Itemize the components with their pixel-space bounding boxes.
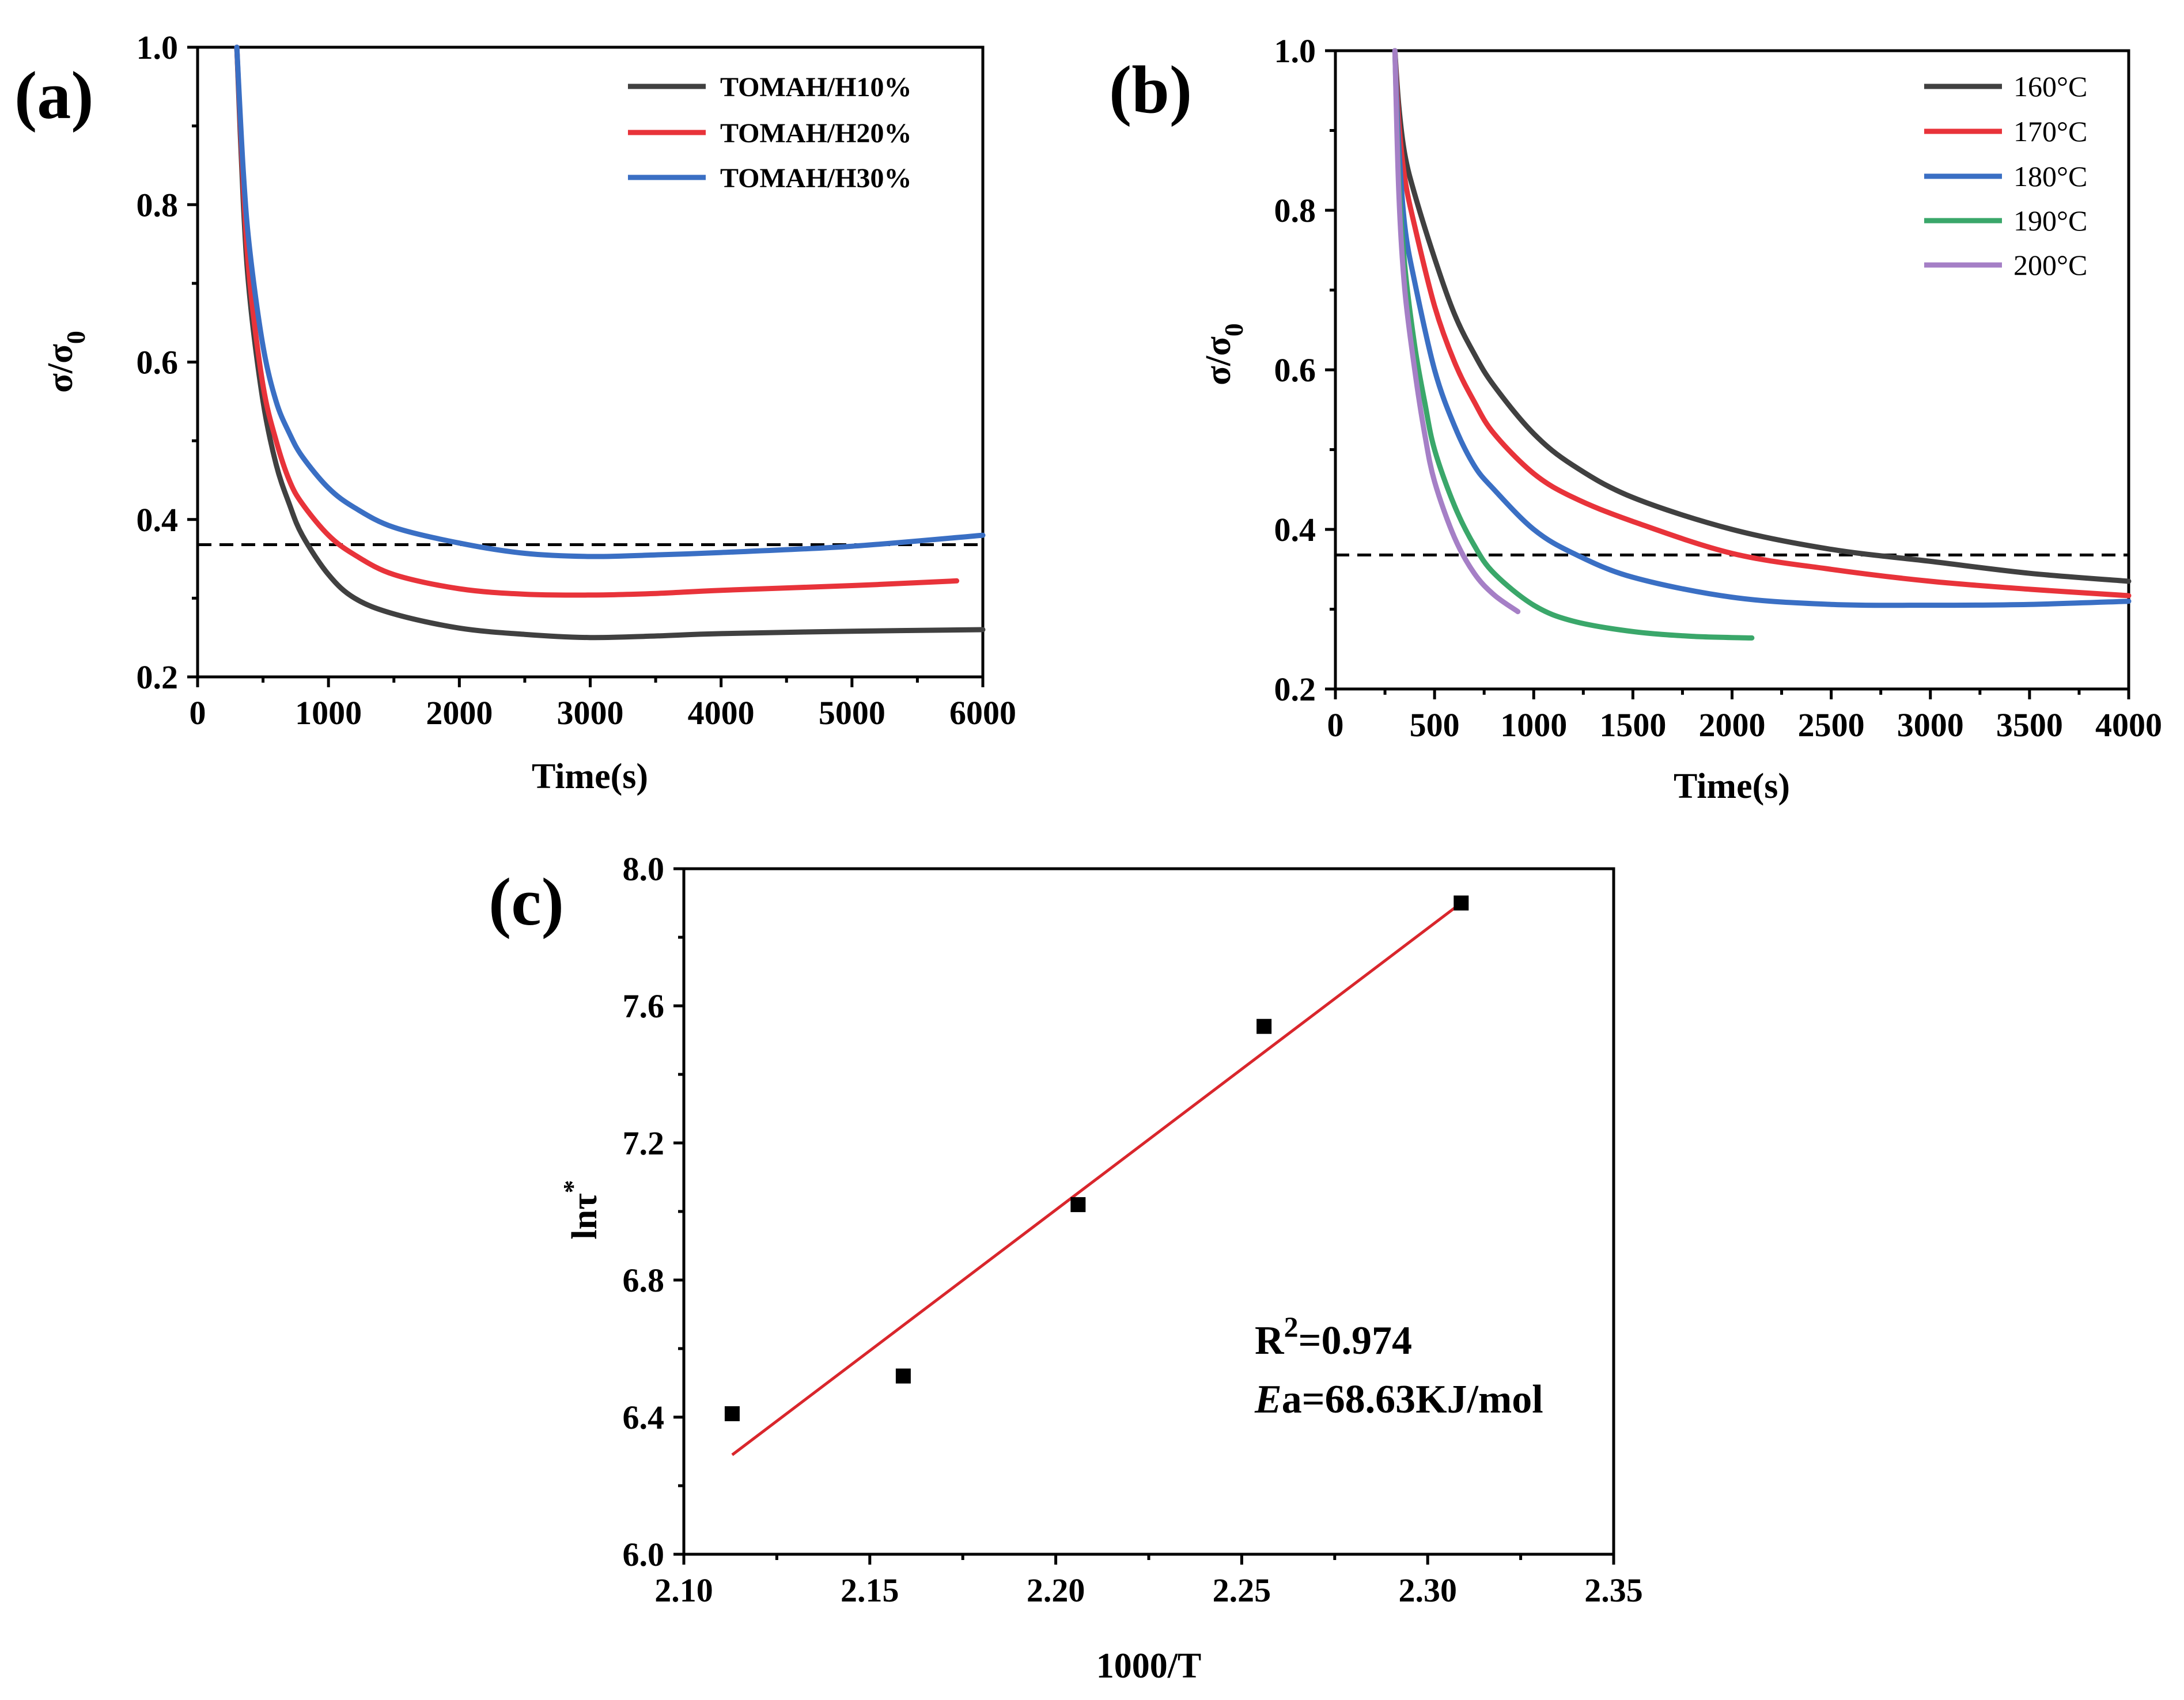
x-tick-label: 1500 <box>1599 706 1666 744</box>
panel-b-label: (b) <box>1109 52 1192 127</box>
data-point <box>1454 895 1469 911</box>
y-tick-label: 0.8 <box>1274 192 1316 229</box>
activation-energy-italic: E <box>1254 1377 1282 1422</box>
panel-b-frame <box>1334 49 2130 691</box>
panel-c-y-label-main: lnτ <box>565 1193 604 1239</box>
panel-a-y-axis-label: σ/σ0 <box>41 331 90 393</box>
panel-c: (c) 2.10 2.15 2.20 2.25 2.30 2.35 6.0 6.4 6.8 7.2… <box>489 850 1643 1686</box>
x-tick-label: 2.30 <box>1398 1572 1457 1609</box>
r-squared-value: =0.974 <box>1299 1319 1412 1363</box>
y-tick-label: 7.6 <box>623 987 665 1025</box>
r-squared-superscript: 2 <box>1284 1311 1299 1343</box>
x-tick-label: 2000 <box>1699 706 1766 744</box>
y-tick-label: 8.0 <box>623 850 665 888</box>
x-tick-label: 500 <box>1410 706 1460 744</box>
legend-label-tomah-h30: TOMAH/H30% <box>720 163 911 194</box>
y-tick-label: 0.4 <box>137 501 179 539</box>
x-tick-label: 1000 <box>1500 706 1567 744</box>
panel-b: (b) 0 500 1000 1500 2000 2500 3000 3500 40000.20… <box>1109 32 2162 806</box>
panel-c-fit <box>731 902 1462 1456</box>
panel-a-x-axis-label: Time(s) <box>532 757 648 796</box>
panel-a-y-label-sub: 0 <box>61 331 90 344</box>
x-tick-label: 3000 <box>557 694 624 732</box>
panel-a-frame <box>196 46 985 679</box>
panel-c-x-axis-label: 1000/T <box>1096 1646 1202 1686</box>
x-tick-label: 2500 <box>1798 706 1865 744</box>
y-tick-label: 6.8 <box>623 1262 665 1299</box>
panel-c-label: (c) <box>489 864 564 940</box>
r-squared-annotation: R2=0.974 <box>1255 1311 1412 1363</box>
panel-b-x-axis-label: Time(s) <box>1674 767 1790 806</box>
series-line-160-c <box>1392 48 2132 584</box>
panel-c-y-axis-label: lnτ* <box>558 1180 604 1239</box>
panel-c-y-label-sup: * <box>558 1180 587 1193</box>
panel-b-axes: 0 500 1000 1500 2000 2500 3000 3500 4000 0.2 0.4 0.… <box>1274 32 2163 744</box>
panel-b-y-label-main: σ/σ <box>1199 336 1238 385</box>
panel-b-y-label-sub: 0 <box>1219 323 1248 336</box>
y-tick-label: 0.2 <box>137 658 179 696</box>
y-tick-label: 1.0 <box>1274 32 1316 70</box>
x-tick-label: 3500 <box>1996 706 2063 744</box>
x-tick-label: 3000 <box>1897 706 1964 744</box>
panel-b-legend: 160°C 170°C 180°C 190°C 200°C <box>1924 70 2087 281</box>
panel-a: (a) 0 1000 2000 3000 4000 5000 6000 0.2 0.4 0.6 0.… <box>14 29 1016 796</box>
legend-label-tomah-h10: TOMAH/H10% <box>720 72 911 103</box>
legend-label-170c: 170°C <box>2013 115 2087 147</box>
panel-a-legend: TOMAH/H10% TOMAH/H20% TOMAH/H30% <box>628 72 911 194</box>
x-tick-label: 2.10 <box>654 1572 713 1609</box>
legend-label-tomah-h20: TOMAH/H20% <box>720 118 911 149</box>
panel-a-curves <box>234 44 986 641</box>
y-tick-label: 0.2 <box>1274 671 1316 708</box>
x-tick-label: 1000 <box>295 694 362 732</box>
legend-label-160c: 160°C <box>2013 70 2087 103</box>
y-tick-label: 6.0 <box>623 1536 665 1573</box>
series-line-200-c <box>1392 48 1521 615</box>
data-point <box>895 1368 911 1384</box>
panel-a-label: (a) <box>14 58 94 133</box>
x-tick-label: 4000 <box>2095 706 2162 744</box>
panel-a-y-label-main: σ/σ <box>41 344 80 393</box>
series-line-170-c <box>1392 48 2132 599</box>
panel-a-axes: 0 1000 2000 3000 4000 5000 6000 0.2 0.4 0.6 0.8 1.0 <box>137 29 1017 732</box>
activation-energy-value: a=68.63KJ/mol <box>1282 1377 1543 1422</box>
series-line-tomah-h30 <box>234 44 986 559</box>
x-tick-label: 0 <box>1327 706 1344 744</box>
linear-fit-line <box>731 902 1462 1456</box>
legend-label-180c: 180°C <box>2013 160 2087 192</box>
data-point <box>1070 1197 1086 1213</box>
r-squared-prefix: R <box>1255 1319 1285 1363</box>
y-tick-label: 7.2 <box>623 1125 665 1162</box>
x-tick-label: 2.25 <box>1213 1572 1271 1609</box>
x-tick-label: 2000 <box>426 694 493 732</box>
x-tick-label: 2.35 <box>1584 1572 1643 1609</box>
y-tick-label: 6.4 <box>623 1399 665 1436</box>
x-tick-label: 5000 <box>819 694 885 732</box>
x-tick-label: 4000 <box>688 694 755 732</box>
y-tick-label: 0.6 <box>1274 351 1316 389</box>
y-tick-label: 0.8 <box>137 186 179 224</box>
x-tick-label: 2.15 <box>841 1572 899 1609</box>
data-point <box>724 1406 740 1422</box>
y-tick-label: 1.0 <box>137 29 179 66</box>
y-tick-label: 0.4 <box>1274 511 1316 548</box>
x-tick-label: 0 <box>190 694 206 732</box>
panel-c-points <box>724 895 1469 1422</box>
panel-c-axes: 2.10 2.15 2.20 2.25 2.30 2.35 6.0 6.4 6.8 7.2 7.6 8… <box>623 850 1643 1609</box>
activation-energy-annotation: Ea=68.63KJ/mol <box>1254 1377 1543 1422</box>
x-tick-label: 6000 <box>949 694 1016 732</box>
y-tick-label: 0.6 <box>137 344 179 381</box>
panel-b-y-axis-label: σ/σ0 <box>1199 323 1248 385</box>
series-line-tomah-h20 <box>234 44 960 598</box>
panel-b-curves <box>1392 48 2132 641</box>
x-tick-label: 2.20 <box>1027 1572 1085 1609</box>
series-line-180-c <box>1392 48 2132 608</box>
data-point <box>1256 1019 1272 1034</box>
legend-label-190c: 190°C <box>2013 205 2087 237</box>
panel-c-frame <box>682 867 1615 1556</box>
legend-label-200c: 200°C <box>2013 249 2087 281</box>
